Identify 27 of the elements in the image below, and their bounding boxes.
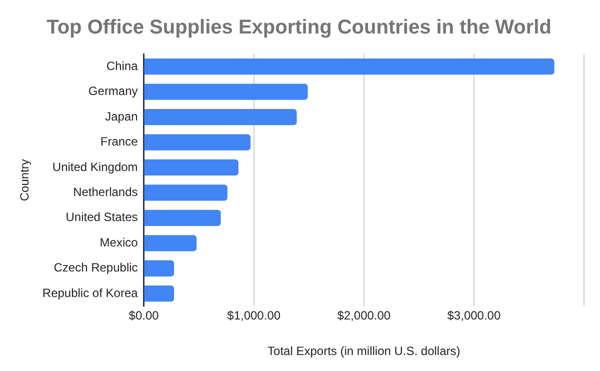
y-tick-label: United Kingdom <box>52 160 138 174</box>
y-axis-title: Country <box>18 159 32 202</box>
bar <box>144 260 174 276</box>
y-tick-label: United States <box>66 210 138 224</box>
y-tick-label: Japan <box>105 109 138 124</box>
y-tick-label: Mexico <box>100 235 138 250</box>
bar <box>144 184 228 201</box>
bar <box>144 84 308 100</box>
y-tick-label: Czech Republic <box>54 260 138 275</box>
x-tick-label: $0.00 <box>128 308 160 323</box>
chart-title: Top Office Supplies Exporting Countries in the World <box>46 16 552 39</box>
bar <box>144 108 297 126</box>
x-tick-label: $2,000.00 <box>337 308 391 323</box>
y-tick-label: France <box>100 134 138 149</box>
y-tick-label: Republic of Korea <box>42 286 138 300</box>
y-tick-label: Germany <box>88 84 138 98</box>
bar <box>144 210 221 226</box>
y-tick-label: China <box>106 58 138 73</box>
x-tick-label: $1,000.00 <box>227 308 281 323</box>
bar <box>144 286 174 302</box>
bar <box>144 235 197 252</box>
bar <box>144 58 554 75</box>
x-tick-label: $3,000.00 <box>447 308 501 323</box>
bar <box>144 134 251 150</box>
y-tick-label: Netherlands <box>73 185 138 200</box>
x-axis-title: Total Exports (in million U.S. dollars) <box>268 344 460 358</box>
bar <box>144 159 238 176</box>
